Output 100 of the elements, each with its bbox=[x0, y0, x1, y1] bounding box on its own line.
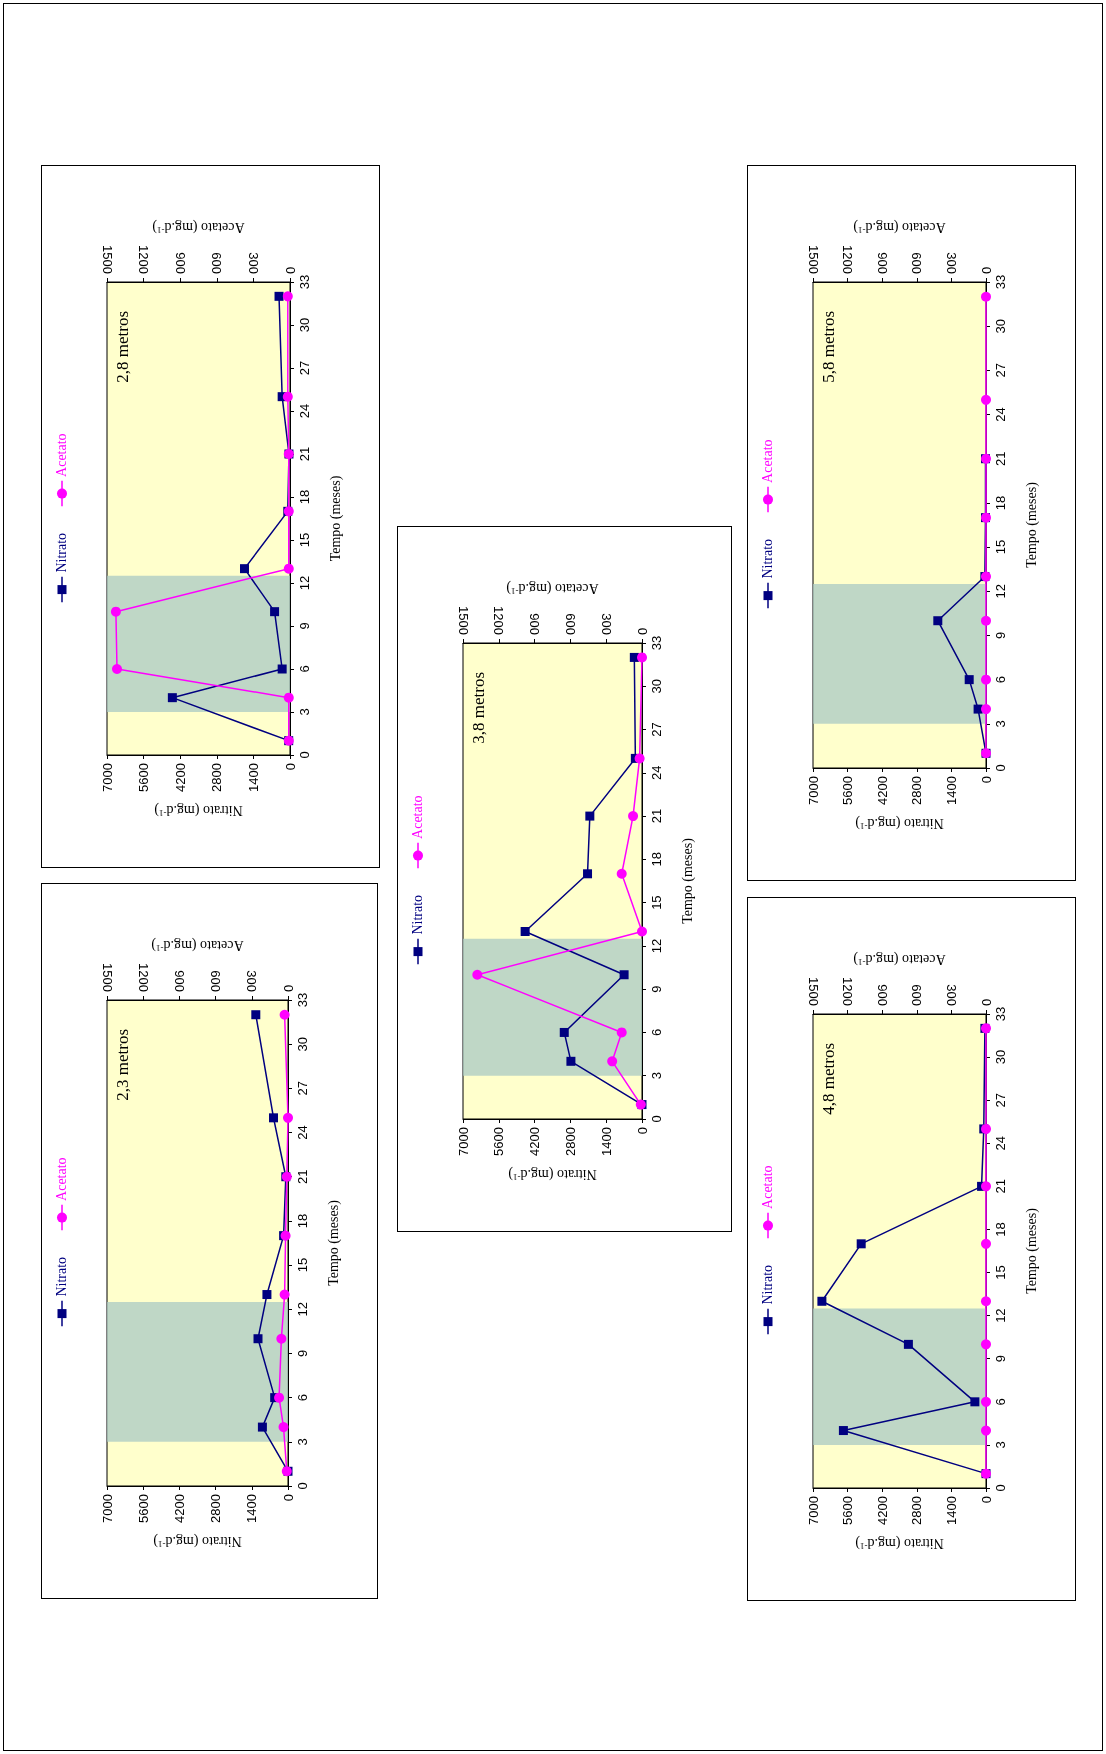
point bbox=[817, 1296, 827, 1306]
y-axis-title: Tempo (meses) bbox=[1023, 1207, 1040, 1294]
x2-tick-label: 1500 bbox=[805, 245, 821, 274]
text: Nitrato bbox=[760, 538, 776, 579]
x-axis-title: Nitrato (mg.d-1) bbox=[152, 1532, 242, 1549]
text: Acetato bbox=[54, 432, 70, 477]
y-tick-label: 12 bbox=[649, 938, 664, 954]
x2-tick-label: 900 bbox=[171, 970, 187, 992]
x2-tick-label: 1500 bbox=[99, 963, 115, 992]
x-tick-label: 2800 bbox=[909, 776, 925, 805]
x-tick-label: 7000 bbox=[455, 1127, 471, 1156]
y-tick-label: 18 bbox=[649, 852, 664, 867]
point bbox=[566, 1056, 576, 1066]
x-tick-label: 4200 bbox=[874, 776, 890, 805]
text: 2,8 metros bbox=[113, 310, 132, 383]
point bbox=[585, 811, 595, 821]
point bbox=[270, 607, 280, 617]
y-tick-label: 24 bbox=[297, 403, 312, 419]
point bbox=[240, 564, 250, 574]
x-axis-title: Nitrato (mg.d-1) bbox=[153, 801, 243, 818]
y-tick-label: 24 bbox=[993, 407, 1008, 422]
y-tick-label: 33 bbox=[993, 274, 1008, 290]
x-tick-label: 7000 bbox=[805, 776, 821, 805]
x-tick-label: 1400 bbox=[598, 1127, 614, 1156]
x-tick-label: 5600 bbox=[491, 1127, 507, 1156]
y-tick-label: 12 bbox=[993, 584, 1008, 599]
x-axis-title: Nitrato (mg.d-1) bbox=[854, 1534, 944, 1551]
x-tick-label: 0 bbox=[978, 776, 994, 784]
x-tick-label: 0 bbox=[978, 1496, 994, 1504]
y-tick-label: 12 bbox=[295, 1302, 310, 1317]
x2-tick-label: 300 bbox=[943, 252, 959, 274]
point bbox=[269, 1113, 279, 1123]
y-tick-label: 6 bbox=[649, 1028, 664, 1037]
x2-tick-label: 900 bbox=[527, 613, 543, 635]
text: Acetato bbox=[410, 795, 426, 839]
y-tick-label: 3 bbox=[993, 1441, 1008, 1449]
y-tick-label: 24 bbox=[295, 1125, 310, 1140]
text: 4,8 metros bbox=[819, 1042, 838, 1115]
x2-tick-label: 300 bbox=[943, 984, 959, 1006]
x2-tick-label: 0 bbox=[634, 627, 650, 635]
text: 5,8 metros bbox=[819, 310, 838, 383]
y-tick-label: 9 bbox=[993, 1355, 1008, 1363]
y-tick-label: 33 bbox=[649, 635, 664, 651]
y-tick-label: 15 bbox=[295, 1257, 310, 1273]
point bbox=[167, 693, 177, 703]
x-tick-label: 5600 bbox=[840, 776, 856, 805]
x2-tick-label: 1200 bbox=[840, 245, 856, 274]
text: 2,3 metros bbox=[113, 1028, 132, 1101]
x2-axis-title: Acetato (mg.d-1) bbox=[853, 950, 946, 967]
y-tick-label: 0 bbox=[295, 1482, 310, 1490]
y-tick-label: 3 bbox=[297, 708, 312, 716]
text: Acetato bbox=[760, 1165, 776, 1209]
y-tick-label: 15 bbox=[649, 895, 664, 910]
x-tick-label: 2800 bbox=[208, 1494, 224, 1523]
y-tick-label: 30 bbox=[993, 318, 1008, 334]
y-tick-label: 12 bbox=[993, 1308, 1008, 1323]
y-tick-label: 27 bbox=[295, 1081, 310, 1096]
x2-tick-label: 600 bbox=[208, 970, 224, 992]
y-tick-label: 33 bbox=[295, 992, 310, 1008]
x-tick-label: 1400 bbox=[943, 776, 959, 805]
x-tick-label: 0 bbox=[282, 763, 298, 771]
x2-tick-label: 0 bbox=[978, 998, 994, 1006]
x2-tick-label: 900 bbox=[172, 252, 188, 274]
point bbox=[933, 616, 943, 626]
y-tick-label: 33 bbox=[297, 274, 312, 290]
x2-tick-label: 0 bbox=[280, 984, 296, 992]
y-tick-label: 6 bbox=[993, 1398, 1008, 1406]
y-tick-label: 33 bbox=[993, 1006, 1008, 1022]
x2-tick-label: 1500 bbox=[455, 606, 471, 635]
y-tick-label: 30 bbox=[297, 317, 312, 333]
x2-tick-label: 1200 bbox=[136, 245, 152, 274]
x-axis-title: Nitrato (mg.d-1) bbox=[507, 1165, 597, 1182]
y-tick-label: 15 bbox=[993, 539, 1008, 555]
y-tick-label: 27 bbox=[649, 722, 664, 737]
y-tick-label: 30 bbox=[993, 1049, 1008, 1065]
point bbox=[838, 1426, 848, 1436]
point bbox=[856, 1239, 866, 1249]
x-tick-label: 7000 bbox=[99, 1494, 115, 1523]
y-axis-title: Tempo (meses) bbox=[327, 475, 344, 562]
x-tick-label: 0 bbox=[634, 1127, 650, 1135]
y-tick-label: 21 bbox=[649, 808, 664, 824]
y-tick-label: 18 bbox=[993, 1222, 1008, 1237]
point bbox=[257, 1422, 267, 1432]
y-tick-label: 21 bbox=[993, 1179, 1008, 1194]
x-tick-label: 2800 bbox=[562, 1127, 578, 1156]
x-tick-label: 1400 bbox=[244, 1494, 260, 1523]
x-tick-label: 5600 bbox=[136, 763, 152, 792]
x-tick-label: 5600 bbox=[840, 1496, 856, 1525]
x-tick-label: 0 bbox=[280, 1494, 296, 1502]
x2-axis-title: Acetato (mg.d-1) bbox=[853, 218, 946, 235]
y-axis-title: Tempo (meses) bbox=[325, 1199, 342, 1286]
y-tick-label: 12 bbox=[297, 575, 312, 591]
y-tick-label: 3 bbox=[993, 720, 1008, 728]
y-tick-label: 0 bbox=[993, 1484, 1008, 1492]
x-tick-label: 5600 bbox=[135, 1494, 151, 1523]
y-tick-label: 18 bbox=[295, 1213, 310, 1229]
x2-tick-label: 600 bbox=[562, 613, 578, 635]
text: Nitrato bbox=[410, 894, 426, 935]
x2-tick-label: 300 bbox=[598, 613, 614, 635]
text: Acetato bbox=[54, 1157, 70, 1201]
